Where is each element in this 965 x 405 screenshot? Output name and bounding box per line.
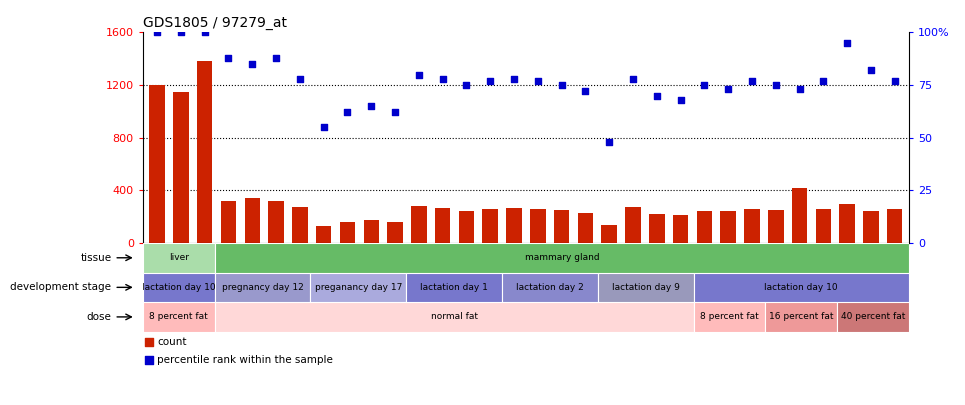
Point [507, 75, 522, 82]
Text: pregnancy day 12: pregnancy day 12 [222, 283, 303, 292]
Point [340, 109, 355, 116]
Point [815, 78, 831, 84]
Bar [768, 210, 784, 243]
Point [649, 92, 665, 99]
Text: lactation day 10: lactation day 10 [764, 283, 838, 292]
Text: percentile rank within the sample: percentile rank within the sample [157, 354, 333, 364]
Point [268, 54, 284, 61]
Point [673, 96, 688, 103]
Bar [625, 207, 641, 243]
Point [792, 86, 808, 92]
Point [697, 82, 712, 88]
Point [864, 67, 879, 74]
Bar [597, 273, 694, 302]
Bar [292, 207, 308, 243]
Bar [721, 211, 736, 243]
Bar [554, 210, 569, 243]
Point [744, 78, 759, 84]
Bar [387, 222, 402, 243]
Bar [601, 225, 617, 243]
Bar [411, 206, 427, 243]
Bar [340, 222, 355, 243]
Point [530, 78, 545, 84]
Bar [364, 220, 379, 243]
Bar [143, 302, 214, 332]
Bar [173, 92, 188, 243]
Bar [502, 273, 597, 302]
Point [601, 139, 617, 145]
Text: GDS1805 / 97279_at: GDS1805 / 97279_at [143, 16, 287, 30]
Bar [197, 62, 212, 243]
Text: lactation day 2: lactation day 2 [516, 283, 584, 292]
Text: normal fat: normal fat [430, 312, 478, 322]
Bar [244, 198, 260, 243]
Point [482, 78, 498, 84]
Text: mammary gland: mammary gland [525, 253, 599, 262]
Point [150, 29, 165, 36]
Bar [482, 209, 498, 243]
Bar [214, 302, 694, 332]
Point [721, 86, 736, 92]
Point [364, 103, 379, 109]
Bar [268, 201, 284, 243]
Bar [221, 201, 236, 243]
Bar [673, 215, 688, 243]
Bar [143, 273, 214, 302]
Bar [694, 273, 909, 302]
Point [292, 75, 308, 82]
Bar [458, 211, 474, 243]
Bar [143, 243, 214, 273]
Point [887, 78, 902, 84]
Text: lactation day 1: lactation day 1 [420, 283, 488, 292]
Point [411, 71, 427, 78]
Point [578, 88, 593, 95]
Bar [406, 273, 502, 302]
Point [458, 82, 474, 88]
Bar [840, 203, 855, 243]
Point [625, 75, 641, 82]
Bar [765, 302, 838, 332]
Text: 8 percent fat: 8 percent fat [700, 312, 758, 322]
Bar [578, 213, 593, 243]
Bar [697, 211, 712, 243]
Point [244, 61, 260, 67]
Point [197, 29, 212, 36]
Bar [864, 211, 879, 243]
Point [316, 124, 331, 130]
Point [387, 109, 402, 116]
Bar [838, 302, 909, 332]
Bar [694, 302, 765, 332]
Bar [887, 209, 902, 243]
Text: 16 percent fat: 16 percent fat [769, 312, 834, 322]
Point [840, 40, 855, 46]
Point [554, 82, 569, 88]
Bar [792, 188, 808, 243]
Text: development stage: development stage [11, 282, 111, 292]
Text: liver: liver [169, 253, 189, 262]
Point [768, 82, 784, 88]
Bar [316, 226, 331, 243]
Point [173, 29, 188, 36]
Bar [530, 209, 545, 243]
Bar [815, 209, 831, 243]
Bar [150, 85, 165, 243]
Bar [214, 273, 311, 302]
Point [221, 54, 236, 61]
Bar [649, 214, 665, 243]
Bar [311, 273, 406, 302]
Point [141, 339, 156, 345]
Text: dose: dose [87, 312, 111, 322]
Text: count: count [157, 337, 187, 347]
Text: tissue: tissue [80, 253, 111, 263]
Point [141, 356, 156, 363]
Bar [507, 208, 522, 243]
Text: lactation day 9: lactation day 9 [612, 283, 679, 292]
Bar [435, 208, 451, 243]
Text: 8 percent fat: 8 percent fat [150, 312, 208, 322]
Bar [744, 209, 759, 243]
Text: lactation day 10: lactation day 10 [142, 283, 215, 292]
Point [435, 75, 451, 82]
Text: 40 percent fat: 40 percent fat [841, 312, 905, 322]
Text: preganancy day 17: preganancy day 17 [315, 283, 402, 292]
